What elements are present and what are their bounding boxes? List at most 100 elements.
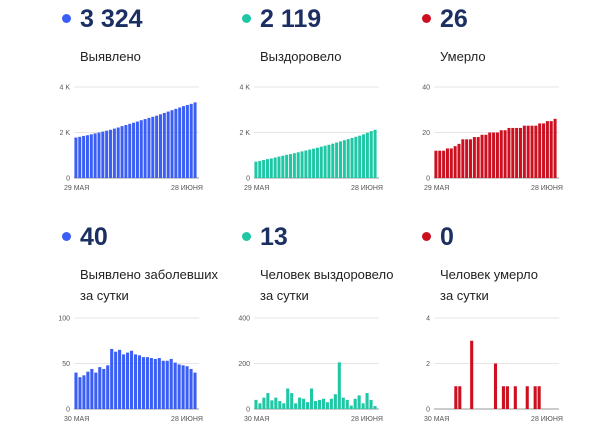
bar bbox=[353, 398, 357, 409]
bar bbox=[290, 393, 294, 409]
bar bbox=[82, 375, 86, 409]
panel-label-line: за сутки bbox=[80, 288, 129, 303]
bar bbox=[533, 386, 537, 409]
bar bbox=[346, 139, 350, 178]
panel-label-line: за сутки bbox=[440, 288, 489, 303]
bar bbox=[82, 135, 86, 178]
bar bbox=[74, 137, 78, 178]
bar bbox=[296, 152, 300, 178]
bar bbox=[337, 362, 341, 409]
x-start-label: 30 МАЯ bbox=[424, 416, 449, 423]
bar bbox=[193, 102, 197, 178]
bar bbox=[170, 110, 174, 178]
bar bbox=[141, 357, 145, 409]
bar bbox=[162, 112, 166, 178]
x-end-label: 28 ИЮНЯ bbox=[351, 416, 383, 423]
y-tick-label: 40 bbox=[422, 85, 430, 92]
bar bbox=[145, 357, 149, 409]
bar bbox=[118, 349, 122, 409]
bar bbox=[185, 366, 189, 409]
daily-deaths-value: 0 bbox=[440, 223, 454, 251]
bar bbox=[147, 117, 151, 178]
bar bbox=[277, 156, 281, 178]
bar bbox=[350, 137, 354, 178]
bar bbox=[308, 149, 312, 178]
bar bbox=[373, 406, 377, 409]
bar bbox=[298, 397, 302, 409]
y-tick-label: 4 K bbox=[59, 85, 70, 92]
bar bbox=[476, 137, 480, 178]
bar bbox=[365, 132, 369, 178]
bar bbox=[315, 147, 319, 178]
bar bbox=[85, 135, 89, 178]
bar bbox=[321, 398, 325, 409]
bar bbox=[457, 143, 461, 178]
bar bbox=[341, 397, 345, 409]
y-tick-label: 50 bbox=[62, 361, 70, 368]
bar bbox=[538, 123, 542, 178]
bar bbox=[434, 150, 438, 178]
marker-dot bbox=[242, 232, 251, 241]
x-end-label: 28 ИЮНЯ bbox=[171, 416, 203, 423]
bar bbox=[461, 139, 465, 178]
marker-dot bbox=[422, 232, 431, 241]
marker-dot bbox=[242, 14, 251, 23]
bar bbox=[300, 151, 304, 178]
x-end-label: 28 ИЮНЯ bbox=[351, 185, 383, 192]
bar bbox=[358, 135, 362, 178]
y-tick-label: 2 K bbox=[59, 130, 70, 137]
bar bbox=[480, 134, 484, 178]
bar bbox=[266, 393, 270, 409]
bar bbox=[534, 125, 538, 178]
x-start-label: 29 МАЯ bbox=[64, 185, 89, 192]
chart-deaths-cumulative: 0 20 40 29 МАЯ 28 ИЮНЯ bbox=[422, 85, 563, 193]
bar bbox=[362, 134, 366, 178]
y-tick-label: 2 bbox=[426, 361, 430, 368]
total-recovered-value: 2 119 bbox=[260, 5, 322, 33]
bar bbox=[90, 368, 94, 409]
bar bbox=[453, 146, 457, 178]
bar bbox=[189, 103, 193, 178]
bar bbox=[442, 150, 446, 178]
bar bbox=[349, 405, 353, 409]
bar bbox=[553, 118, 557, 178]
bar bbox=[166, 111, 170, 178]
bar bbox=[331, 143, 335, 178]
bar bbox=[281, 155, 285, 178]
bar bbox=[515, 127, 519, 178]
bar bbox=[94, 372, 98, 409]
bar bbox=[270, 400, 274, 409]
bar bbox=[102, 368, 106, 409]
bar bbox=[178, 107, 182, 178]
x-start-label: 29 МАЯ bbox=[424, 185, 449, 192]
bar bbox=[181, 365, 185, 409]
total-detected-value: 3 324 bbox=[80, 5, 143, 33]
bar bbox=[101, 131, 105, 178]
x-end-label: 28 ИЮНЯ bbox=[171, 185, 203, 192]
bar bbox=[507, 127, 511, 178]
bar bbox=[338, 141, 342, 178]
bar bbox=[304, 150, 308, 178]
bar bbox=[445, 148, 449, 178]
bar bbox=[273, 157, 277, 178]
bar bbox=[369, 399, 373, 409]
bar bbox=[518, 127, 522, 178]
bar bbox=[151, 116, 155, 178]
panel-recovered: 2 119 Выздоровело 0 2 K 4 K 29 МАЯ 28 ИЮНЯ bbox=[232, 0, 412, 210]
bar bbox=[158, 114, 162, 178]
marker-dot bbox=[422, 14, 431, 23]
y-tick-label: 0 bbox=[246, 407, 250, 414]
bar bbox=[105, 130, 109, 178]
bar bbox=[74, 372, 78, 409]
y-tick-label: 20 bbox=[422, 130, 430, 137]
bar bbox=[120, 126, 124, 178]
bar bbox=[139, 120, 143, 178]
bar bbox=[325, 402, 329, 409]
bar bbox=[317, 399, 322, 409]
bar bbox=[522, 125, 526, 178]
chart-recovered-cumulative: 0 2 K 4 K 29 МАЯ 28 ИЮНЯ bbox=[239, 85, 383, 193]
bar bbox=[128, 123, 132, 178]
y-tick-label: 4 bbox=[426, 316, 430, 323]
bar bbox=[306, 402, 310, 409]
bar bbox=[122, 354, 126, 409]
